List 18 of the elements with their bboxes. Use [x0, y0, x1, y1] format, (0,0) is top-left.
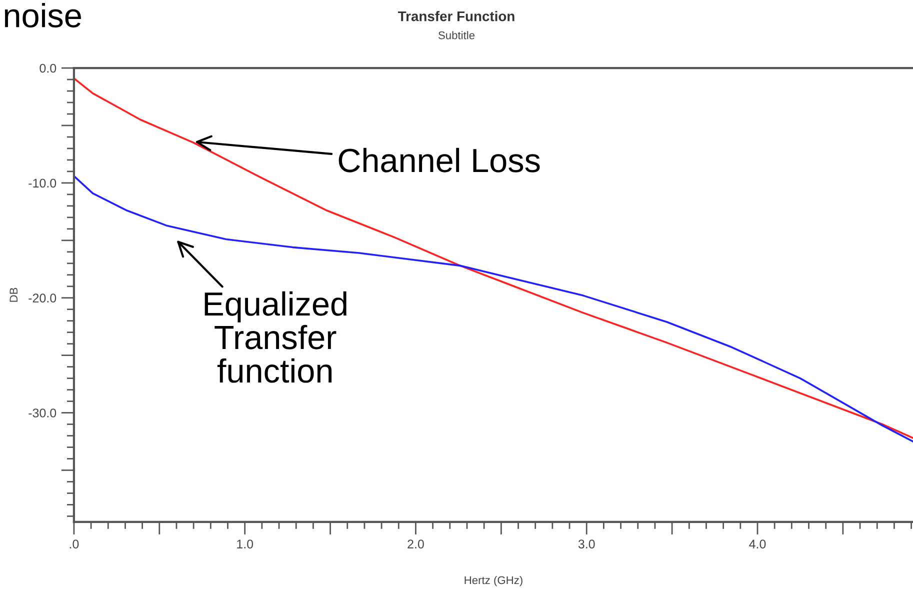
- chart-title: Transfer Function: [398, 11, 514, 22]
- y-tick-label: -30.0: [28, 408, 56, 418]
- chart-subtitle: Subtitle: [438, 31, 475, 40]
- y-tick-label: -20.0: [28, 294, 56, 303]
- x-tick-label: 4.0: [749, 540, 766, 548]
- x-tick-label: 1.0: [237, 540, 254, 548]
- x-tick-label: 2.0: [408, 540, 424, 548]
- y-tick-label: -10.0: [28, 178, 56, 188]
- y-axis-title: DB: [10, 288, 18, 302]
- annotation: Equalized Transfer function: [204, 291, 346, 383]
- x-axis-title: Hertz (GHz): [464, 576, 522, 586]
- y-tick-label: 0.0: [40, 64, 56, 73]
- text: noise: [4, 3, 81, 28]
- x-tick-label: .0: [70, 540, 79, 548]
- annotation: Channel Loss: [338, 148, 540, 172]
- line-series: [74, 77, 913, 439]
- x-tick-label: 3.0: [578, 540, 595, 548]
- line-series: [74, 175, 913, 442]
